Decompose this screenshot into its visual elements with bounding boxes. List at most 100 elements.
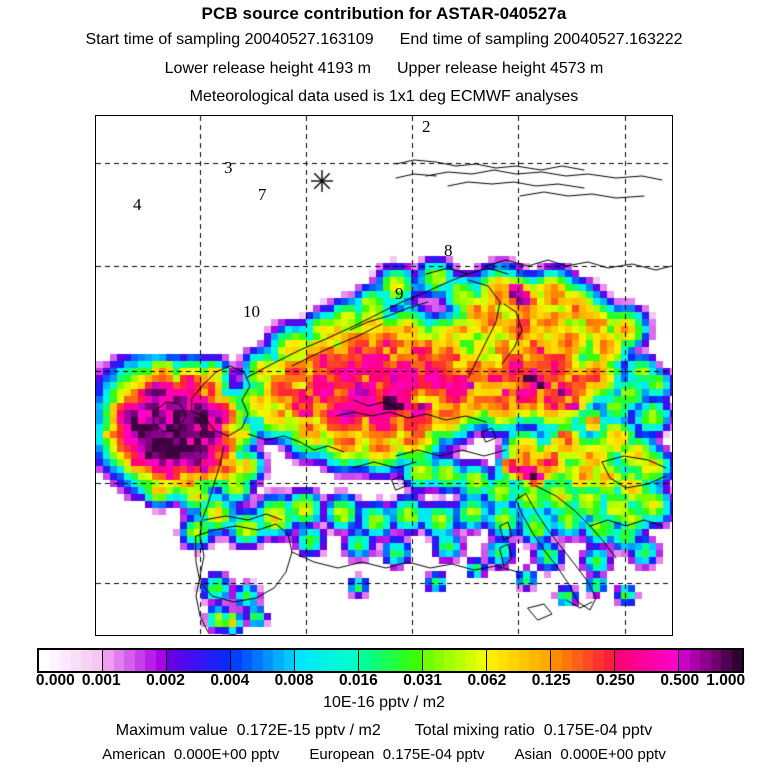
colorbar-step (369, 650, 380, 671)
colorbar-step (316, 650, 327, 671)
colorbar-step (70, 650, 81, 671)
colorbar-step (475, 650, 486, 671)
colorbar-step (359, 650, 370, 671)
colorbar-step (167, 650, 178, 671)
colorbar-step (198, 650, 209, 671)
colorbar-step (252, 650, 263, 671)
colorbar-step (241, 650, 252, 671)
colorbar-step (679, 650, 690, 671)
colorbar-step (305, 650, 316, 671)
colorbar-step (39, 650, 50, 671)
colorbar-step (60, 650, 71, 671)
colorbar-step (625, 650, 636, 671)
colorbar-tick-label: 0.125 (531, 672, 571, 689)
colorbar-step (103, 650, 114, 671)
colorbar-step (454, 650, 465, 671)
colorbar-step (326, 650, 337, 671)
end-time-label: End time of sampling 20040527.163222 (399, 31, 683, 48)
colorbar-tick-label: 0.008 (274, 672, 314, 689)
colorbar-step (423, 650, 434, 671)
colorbar-step (49, 650, 60, 671)
colorbar-tick-label: 0.062 (467, 672, 507, 689)
colorbar-step (539, 650, 550, 671)
colorbar-step (262, 650, 273, 671)
release-heights-line: Lower release height 4193 m Upper release… (0, 60, 768, 78)
colorbar-step (487, 650, 498, 671)
colorbar-step (347, 650, 358, 671)
start-time-label: Start time of sampling 20040527.163109 (85, 31, 374, 48)
colorbar-step (273, 650, 284, 671)
colorbar-step (603, 650, 614, 671)
colorbar-band-10 (679, 650, 742, 671)
colorbar-tick-label: 0.500 (660, 672, 700, 689)
colorbar-band-7 (487, 650, 551, 671)
colorbar-step (401, 650, 412, 671)
map-grid-label: 2 (422, 117, 431, 136)
colorbar-step (390, 650, 401, 671)
page-title: PCB source contribution for ASTAR-040527… (201, 4, 567, 23)
colorbar-step (731, 650, 742, 671)
summary-line-1: Maximum value 0.172E-15 pptv / m2 Total m… (0, 722, 768, 740)
colorbar-tick-label: 0.002 (146, 672, 185, 689)
latlon-gridlines-layer (96, 116, 672, 635)
colorbar-step (497, 650, 508, 671)
colorbar-step (380, 650, 391, 671)
lower-release-height-label: Lower release height 4193 m (164, 60, 371, 77)
colorbar-step (529, 650, 540, 671)
colorbar-step (134, 650, 145, 671)
colorbar-step (177, 650, 188, 671)
colorbar-step (657, 650, 668, 671)
meteorological-data-label: Meteorological data used is 1x1 deg ECMW… (189, 88, 579, 105)
map-grid-label: 9 (395, 284, 404, 303)
american-contribution-label: American 0.000E+00 pptv (102, 746, 280, 763)
colorbar-tick-label: 0.250 (596, 672, 635, 689)
colorbar-tick-label: 0.031 (403, 672, 443, 689)
colorbar-step (337, 650, 348, 671)
colorbar-step (113, 650, 124, 671)
colorbar-step (411, 650, 422, 671)
colorbar-band-8 (551, 650, 615, 671)
colorbar-step (551, 650, 562, 671)
colorbar-step (219, 650, 230, 671)
colorbar-step (465, 650, 476, 671)
colorbar-step (124, 650, 135, 671)
colorbar-band-6 (423, 650, 487, 671)
colorbar-step (81, 650, 92, 671)
colorbar-tick-label: 0.016 (338, 672, 378, 689)
colorbar-band-4 (295, 650, 359, 671)
total-mixing-ratio-label: Total mixing ratio 0.175E-04 pptv (414, 722, 653, 739)
colorbar-step (209, 650, 220, 671)
colorbar-band-2 (167, 650, 231, 671)
colorbar-step (508, 650, 519, 671)
colorbar-step (572, 650, 583, 671)
map-grid-label: 3 (224, 158, 233, 177)
colorbar-step (433, 650, 444, 671)
colorbar-step (667, 650, 678, 671)
colorbar-step (188, 650, 199, 671)
colorbar-tick-label: 0.000 (35, 672, 75, 689)
colorbar-step (91, 650, 102, 671)
colorbar-step (593, 650, 604, 671)
colorbar-step (518, 650, 529, 671)
colorbar-step (155, 650, 166, 671)
colorbar[interactable] (37, 648, 744, 673)
map-grid-label: 10 (243, 302, 260, 321)
colorbar-tick-label: 0.004 (210, 672, 250, 689)
map-plot-area[interactable]: 2 3 4 7 8 9 10 (95, 115, 673, 636)
colorbar-step (689, 650, 700, 671)
colorbar-step (615, 650, 626, 671)
asian-contribution-label: Asian 0.000E+00 pptv (514, 746, 666, 763)
colorbar-tick-label: 1.000 (706, 672, 746, 689)
maximum-value-label: Maximum value 0.172E-15 pptv / m2 (115, 722, 381, 739)
colorbar-step (582, 650, 593, 671)
map-grid-label: 7 (258, 185, 267, 204)
upper-release-height-label: Upper release height 4573 m (397, 60, 604, 77)
european-contribution-label: European 0.175E-04 pptv (309, 746, 485, 763)
colorbar-band-1 (103, 650, 167, 671)
sampling-times-line: Start time of sampling 20040527.163109 En… (0, 31, 768, 49)
map-grid-label: 8 (444, 241, 453, 260)
colorbar-step (710, 650, 721, 671)
summary-line-2: American 0.000E+00 pptv European 0.175E-0… (0, 746, 768, 763)
colorbar-band-9 (615, 650, 679, 671)
colorbar-band-5 (359, 650, 423, 671)
